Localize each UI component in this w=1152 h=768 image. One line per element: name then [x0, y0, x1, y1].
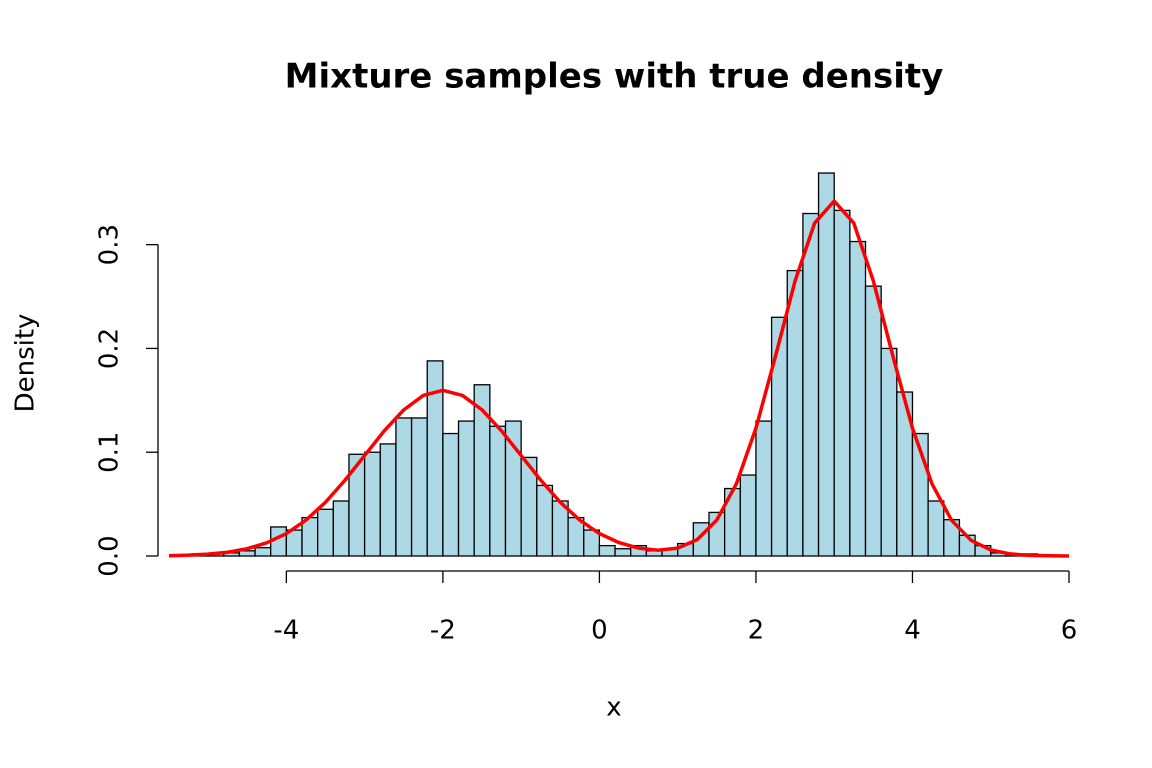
- bar: [536, 484, 554, 557]
- bar: [880, 347, 898, 557]
- x-tick-label: 4: [904, 616, 921, 646]
- y-axis-label: Density: [11, 314, 41, 413]
- x-tick-label: 2: [748, 616, 765, 646]
- bar: [739, 474, 757, 557]
- bar: [786, 269, 804, 557]
- bar: [457, 420, 475, 557]
- bar: [489, 425, 507, 557]
- chart-title: Mixture samples with true density: [285, 57, 944, 97]
- x-tick-label: 6: [1061, 616, 1078, 646]
- bar: [755, 420, 773, 557]
- bar: [379, 443, 397, 557]
- density-curve: [168, 199, 1070, 558]
- y-tick-label: 0.3: [95, 224, 125, 265]
- bar: [317, 508, 334, 557]
- bar: [802, 212, 820, 557]
- x-tick-label: -2: [430, 616, 456, 646]
- bar: [442, 432, 460, 557]
- bar: [410, 417, 428, 557]
- x-tick-label: -4: [273, 616, 299, 646]
- bar: [395, 417, 413, 557]
- bar: [770, 316, 788, 557]
- bar: [238, 550, 256, 557]
- bar: [927, 500, 945, 557]
- bar: [332, 500, 350, 557]
- y-tick-label: 0.1: [95, 432, 125, 473]
- y-tick-label: 0.0: [95, 535, 125, 576]
- y-tick-label: 0.2: [95, 328, 125, 369]
- bar: [614, 548, 632, 557]
- x-axis-label: x: [606, 693, 621, 723]
- bar: [363, 451, 381, 557]
- bar: [864, 285, 882, 557]
- x-tick-label: 0: [591, 616, 608, 646]
- bar: [833, 209, 851, 557]
- bar: [598, 544, 616, 557]
- bar: [849, 240, 867, 557]
- bar: [254, 547, 272, 557]
- bar: [817, 172, 835, 557]
